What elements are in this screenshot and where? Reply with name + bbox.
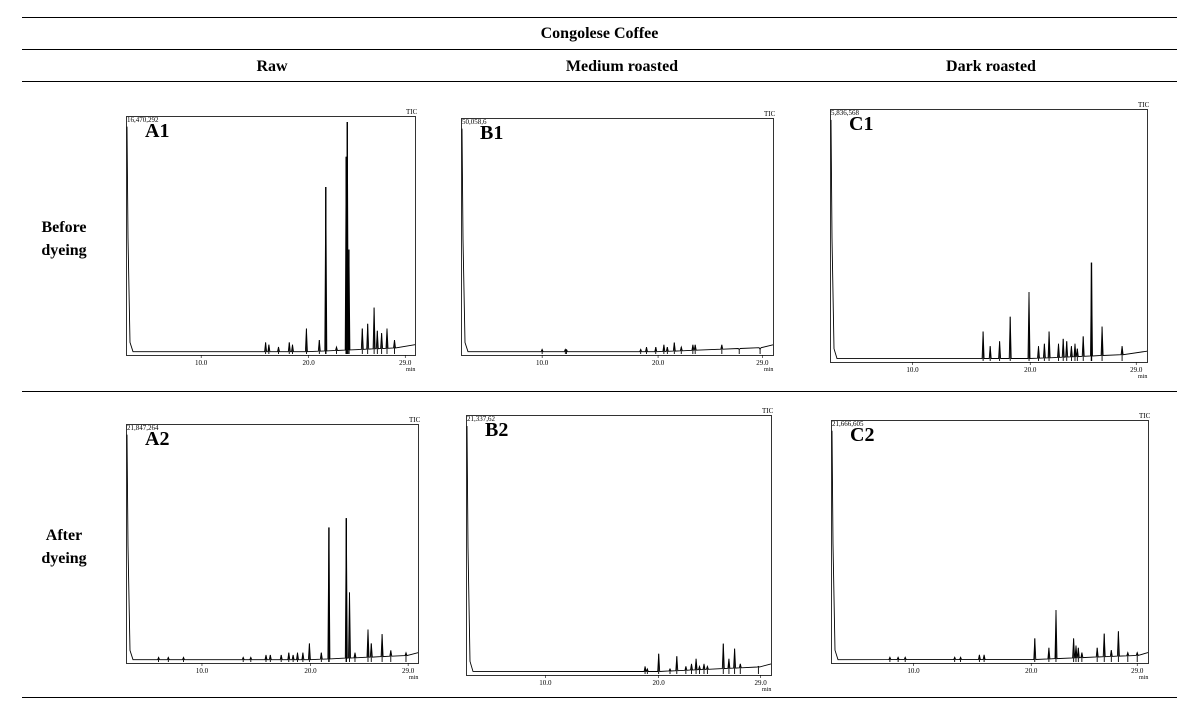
x-tick-label: 20.0 [652,679,665,687]
x-tick-label: 20.0 [1025,667,1038,675]
table-title: Congolese Coffee [540,25,659,42]
tic-trace [830,119,1148,359]
panel-label: C2 [850,424,875,446]
tic-trace [831,430,1149,661]
x-unit-label: min [1138,374,1148,380]
row-label-line-2: dyeing [41,550,87,567]
x-tick-label: 10.0 [539,679,552,687]
chromatogram-b1: B1 50,058,6 TIC 10.0 20.0 29.0 min [461,111,775,374]
chromatogram-c2: C2 21,666,605 TIC 10.0 20.0 29.0 min [831,413,1150,682]
x-tick-label: 20.0 [304,667,317,675]
x-tick-label: 10.0 [195,667,209,675]
tic-label: TIC [1138,101,1150,109]
column-header-raw: Raw [256,58,288,75]
tic-trace [126,434,419,661]
title-rule [22,49,1177,50]
row-label-line-1: Before [41,219,87,236]
tic-label: TIC [762,407,774,415]
x-tick-label: 20.0 [1024,366,1037,374]
max-intensity-label: 50,058,6 [462,118,487,126]
x-unit-label: min [406,367,416,373]
plot-frame [126,116,416,356]
x-tick-label: 10.0 [907,667,920,675]
chromatogram-plot [461,118,774,358]
x-tick-label: 29.0 [402,667,415,675]
max-intensity-label: 16,470,292 [127,116,159,124]
x-unit-label: min [1139,675,1149,681]
tic-label: TIC [1139,412,1151,420]
chromatogram-plot [126,424,419,666]
x-unit-label: min [764,367,774,373]
x-tick-label: 10.0 [536,359,549,367]
plot-frame [831,420,1149,664]
chromatogram-a2: A2 21,847,264 TIC 10.0 20.0 29.0 min [126,417,420,682]
x-unit-label: min [762,687,772,693]
panel-label: B1 [480,122,504,144]
tic-trace [126,121,416,353]
x-tick-label: 10.0 [906,366,919,374]
max-intensity-label: 5,836,568 [831,109,859,117]
x-tick-label: 29.0 [399,359,412,367]
x-unit-label: min [409,675,419,681]
plot-frame [461,118,774,356]
max-intensity-label: 21,666,605 [832,420,864,428]
chromatogram-c1: C1 5,836,568 TIC 10.0 20.0 29.0 min [830,102,1149,381]
panel-label: A2 [145,428,170,450]
max-intensity-label: 21,337,62 [467,415,495,423]
max-intensity-label: 21,847,264 [127,424,159,432]
table-top-rule [22,17,1177,18]
x-tick-label: 29.0 [754,679,767,687]
row-label-after-dyeing: After dyeing [29,524,99,570]
plot-frame [126,424,419,664]
panel-label: A1 [145,120,170,142]
panel-label: B2 [485,419,509,441]
chromatogram-a1: A1 16,470,292 TIC 10.0 20.0 29.0 min [126,109,417,374]
header-rule [22,81,1177,82]
x-tick-label: 10.0 [195,359,208,367]
chromatogram-b2: B2 21,337,62 TIC 10.0 20.0 29.0 min [466,408,773,694]
plot-frame [830,109,1148,363]
column-header-dark-roasted: Dark roasted [946,58,1036,75]
chromatogram-plot [831,420,1149,666]
row-label-line-2: dyeing [41,242,87,259]
panel-label: C1 [849,113,874,135]
tic-label: TIC [409,416,421,424]
column-header-medium-roasted: Medium roasted [565,58,679,75]
table-bottom-rule [22,697,1177,698]
x-tick-label: 20.0 [302,359,315,367]
chromatogram-plot [830,109,1148,365]
tic-trace [466,426,772,672]
tic-label: TIC [764,110,776,118]
tic-label: TIC [406,108,418,116]
row-label-before-dyeing: Before dyeing [29,216,99,262]
chromatogram-plot [126,116,416,358]
x-tick-label: 29.0 [756,359,769,367]
row-label-line-1: After [45,527,83,544]
x-tick-label: 29.0 [1130,366,1143,374]
row-divider-rule [22,391,1177,392]
chromatogram-plot [466,415,772,678]
x-tick-label: 29.0 [1131,667,1144,675]
x-tick-label: 20.0 [651,359,665,367]
tic-trace [461,128,774,353]
plot-frame [466,415,772,676]
